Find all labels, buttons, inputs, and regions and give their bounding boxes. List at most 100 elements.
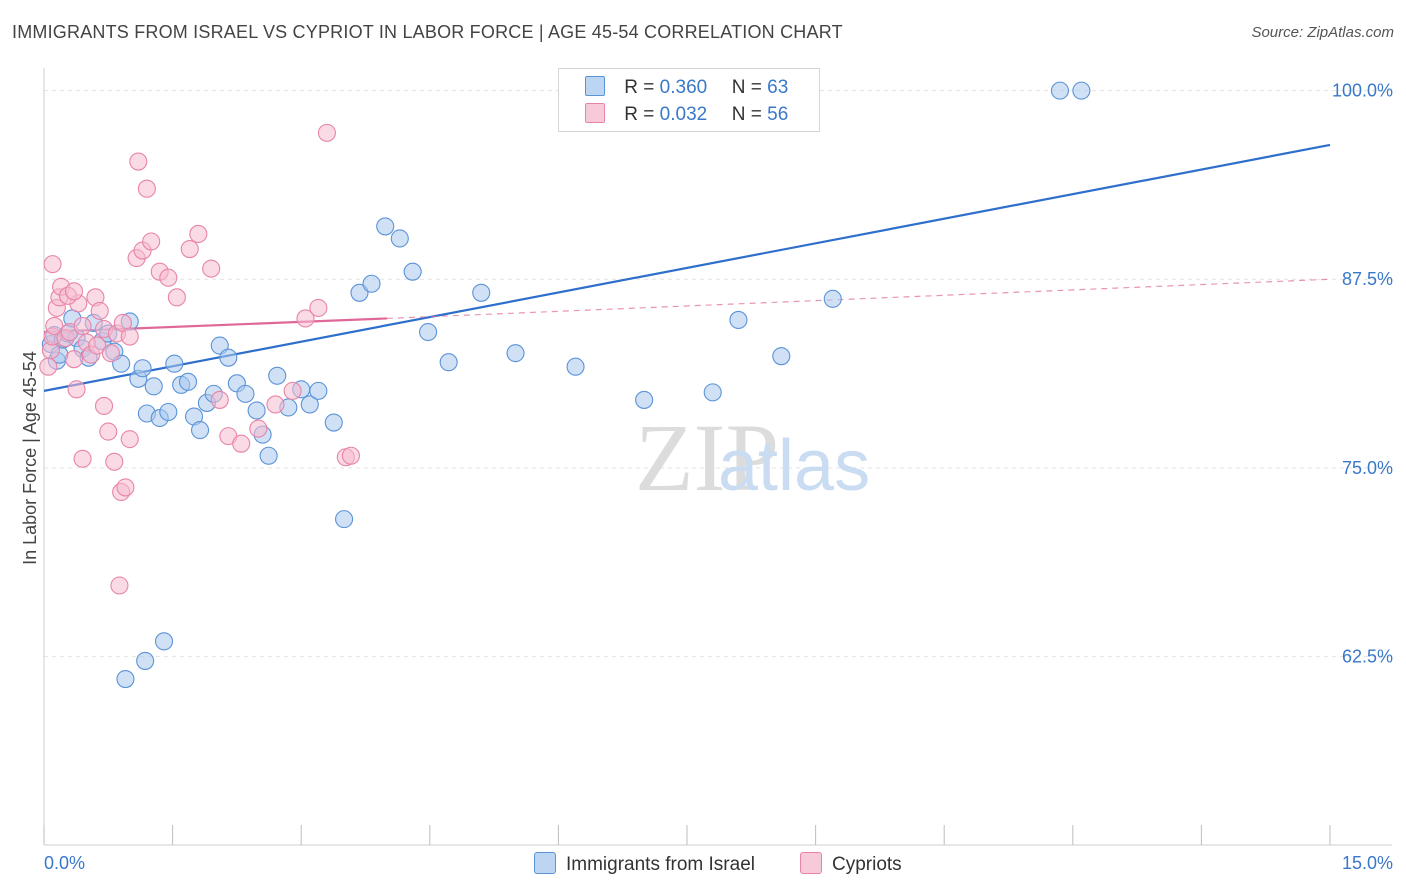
point-israel [324,413,343,432]
legend-n-label: N = [731,77,762,98]
point-israel [116,669,135,689]
point-cypriots [189,224,208,244]
stats-legend: R = 0.360 N = 63 R = 0.032 N = 56 [558,68,820,132]
point-cypriots [105,452,124,471]
point-cypriots [129,152,148,171]
point-israel [350,283,369,302]
point-cypriots [73,316,92,336]
point-cypriots [159,268,178,287]
legend-r-label: R = [624,104,655,125]
point-cypriots [317,123,336,142]
point-israel [309,381,328,400]
point-israel [136,651,155,670]
point-cypriots [232,434,251,453]
point-cypriots [137,179,156,198]
point-israel [729,310,748,330]
point-israel [419,322,438,342]
point-israel [247,401,266,420]
data-points [39,81,1091,689]
point-israel [566,357,585,376]
point-israel [472,283,491,302]
point-cypriots [67,380,86,399]
point-cypriots [43,255,62,274]
point-cypriots [341,446,360,465]
bottom-legend-swatch-cypriots [800,852,822,874]
point-cypriots [120,327,139,346]
bottom-legend-swatch-israel [534,852,556,874]
point-cypriots [296,309,315,328]
point-cypriots [110,576,129,595]
legend-r-value: 0.360 [659,77,708,98]
point-cypriots [99,422,118,441]
point-cypriots [309,298,328,317]
watermark: ZIP atlas [635,404,870,511]
legend-n-value: 63 [767,77,789,98]
point-israel [300,395,319,414]
source-label: Source: ZipAtlas.com [1251,24,1394,41]
point-cypriots [94,396,114,416]
legend-r-label: R = [624,77,655,98]
legend-r-value: 0.032 [659,104,708,125]
legend-n-label: N = [731,104,762,125]
point-cypriots [64,282,84,301]
point-cypriots [266,395,285,414]
point-israel [635,390,654,409]
point-israel [403,262,422,281]
point-cypriots [73,449,92,468]
y-tick-label: 100.0% [1332,81,1393,101]
point-cypriots [45,316,64,336]
point-israel [703,383,722,402]
trend-lines [43,143,1331,392]
point-cypriots [64,350,84,369]
point-israel [236,384,255,403]
watermark-zip: ZIP [635,404,779,511]
bottom-legend-label-israel: Immigrants from Israel [566,854,755,875]
chart-title: IMMIGRANTS FROM ISRAEL VS CYPRIOT IN LAB… [12,22,843,42]
legend-row-cypriots: R = 0.032 N = 56 [585,103,788,126]
watermark-atlas: atlas [718,426,870,506]
legend-row-israel: R = 0.360 N = 63 [585,76,788,99]
point-israel [190,421,210,440]
legend-n-value: 56 [767,104,789,125]
y-tick-label: 87.5% [1342,269,1393,289]
point-cypriots [142,232,161,251]
point-israel [1072,81,1091,100]
point-israel [219,348,238,367]
point-israel [362,274,381,293]
point-cypriots [39,357,58,376]
bottom-legend-label-cypriots: Cypriots [832,854,902,875]
point-cypriots [283,381,302,400]
axes [43,68,1392,846]
y-tick-label: 75.0% [1342,458,1393,478]
point-israel [390,229,409,248]
y-tick-label: 62.5% [1342,646,1393,666]
point-cypriots [116,478,135,497]
trend-line-israel [43,143,1331,392]
point-cypriots [90,301,109,320]
x-tick-label-min: 0.0% [44,853,85,873]
point-israel [154,632,174,651]
point-israel [376,217,395,236]
point-israel [1050,81,1069,100]
point-israel [772,347,791,366]
bottom-legend-cypriots: Cypriots [800,852,902,876]
point-cypriots [167,288,186,307]
x-tick-label-max: 15.0% [1342,853,1393,873]
point-israel [439,353,458,372]
tick-labels: 100.0% 87.5% 75.0% 62.5% 0.0% 15.0% [44,81,1393,873]
legend-swatch-cypriots [585,103,605,123]
point-cypriots [101,344,120,363]
legend-swatch-israel [585,76,605,96]
point-israel [506,344,525,363]
point-cypriots [120,430,139,449]
point-cypriots [202,259,221,278]
point-cypriots [210,390,229,409]
point-cypriots [88,336,107,355]
point-cypriots [249,419,268,438]
point-israel [823,289,842,308]
grid-lines [44,90,1392,657]
point-israel [133,359,152,378]
point-israel [178,372,198,391]
point-israel [335,510,354,529]
